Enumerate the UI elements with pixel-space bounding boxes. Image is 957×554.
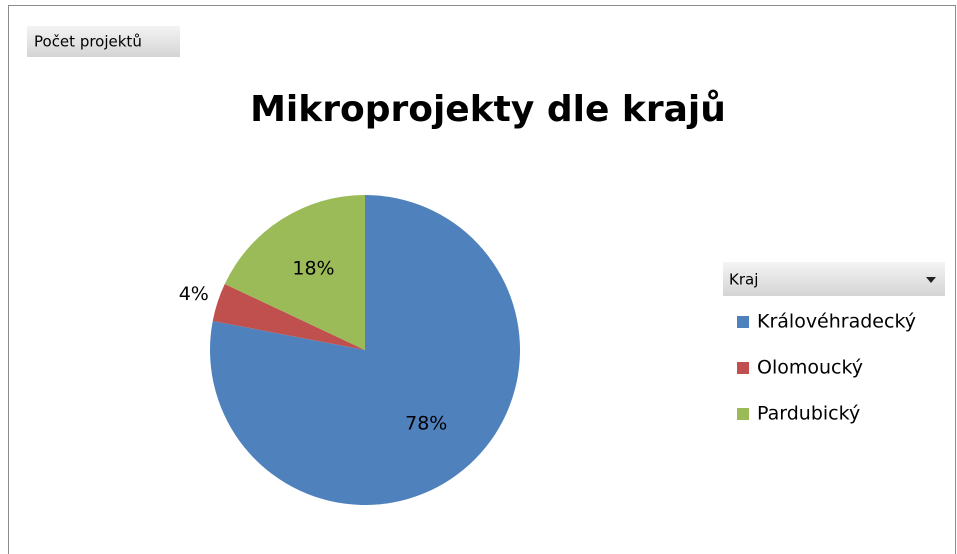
dropdown-arrow[interactable] — [926, 277, 936, 283]
pie-slice — [212, 284, 365, 350]
legend-swatch — [737, 408, 749, 420]
legend-header[interactable] — [723, 262, 945, 296]
data-label: 4% — [179, 283, 209, 305]
chart-title: Mikroprojekty dle krajů — [250, 89, 726, 130]
data-label: 78% — [405, 413, 447, 435]
legend-swatch — [737, 362, 749, 374]
legend-label: Pardubický — [757, 403, 860, 425]
data-label: 18% — [292, 257, 334, 279]
field-button[interactable] — [27, 26, 180, 57]
legend-label: Královéhradecký — [757, 311, 916, 333]
legend-swatch — [737, 316, 749, 328]
legend-label: Olomoucký — [757, 357, 863, 379]
legend-title: Kraj — [729, 271, 758, 289]
field-button-label: Počet projektů — [34, 33, 142, 51]
pie-slice — [224, 195, 365, 350]
